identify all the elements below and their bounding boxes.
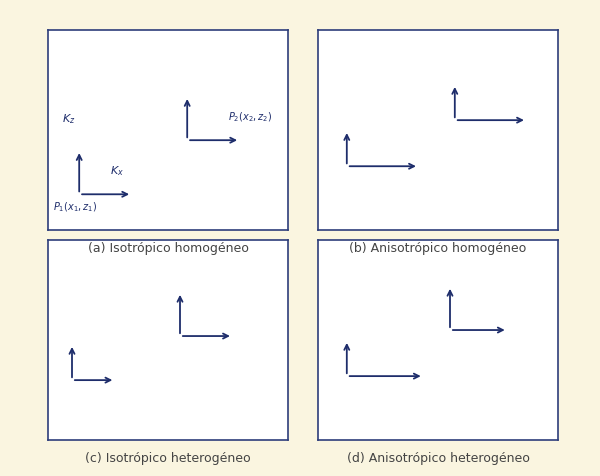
Text: $K_x$: $K_x$ [110, 164, 124, 178]
Text: (b) Anisotrópico homogéneo: (b) Anisotrópico homogéneo [349, 241, 527, 254]
Text: (a) Isotrópico homogéneo: (a) Isotrópico homogéneo [88, 241, 248, 254]
Text: $K_z$: $K_z$ [62, 112, 76, 126]
Text: (d) Anisotrópico heterogéneo: (d) Anisotrópico heterogéneo [347, 451, 529, 464]
Text: (c) Isotrópico heterogéneo: (c) Isotrópico heterogéneo [85, 451, 251, 464]
Text: $P_1(x_1, z_1)$: $P_1(x_1, z_1)$ [53, 200, 97, 214]
Text: $P_2(x_2, z_2)$: $P_2(x_2, z_2)$ [228, 110, 272, 124]
